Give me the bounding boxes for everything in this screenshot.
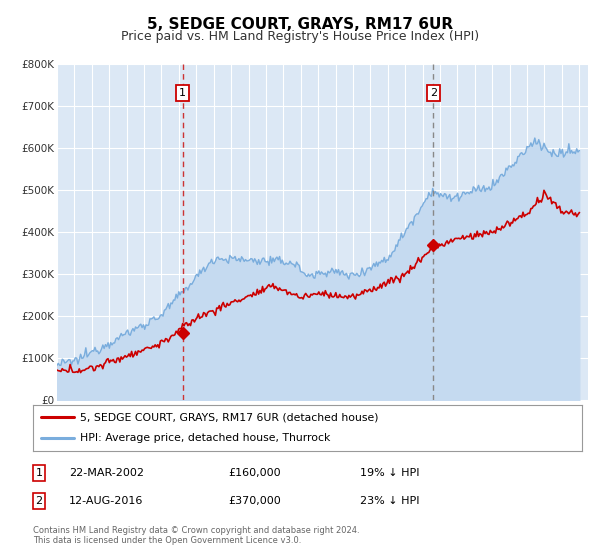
Text: 19% ↓ HPI: 19% ↓ HPI — [360, 468, 419, 478]
Text: 23% ↓ HPI: 23% ↓ HPI — [360, 496, 419, 506]
Text: 2: 2 — [430, 88, 437, 98]
Text: 12-AUG-2016: 12-AUG-2016 — [69, 496, 143, 506]
Text: HPI: Average price, detached house, Thurrock: HPI: Average price, detached house, Thur… — [80, 433, 330, 444]
Text: 5, SEDGE COURT, GRAYS, RM17 6UR (detached house): 5, SEDGE COURT, GRAYS, RM17 6UR (detache… — [80, 412, 378, 422]
Text: Contains HM Land Registry data © Crown copyright and database right 2024.: Contains HM Land Registry data © Crown c… — [33, 526, 359, 535]
Text: Price paid vs. HM Land Registry's House Price Index (HPI): Price paid vs. HM Land Registry's House … — [121, 30, 479, 43]
Text: 2: 2 — [35, 496, 43, 506]
Text: This data is licensed under the Open Government Licence v3.0.: This data is licensed under the Open Gov… — [33, 536, 301, 545]
Text: 22-MAR-2002: 22-MAR-2002 — [69, 468, 144, 478]
Text: 1: 1 — [179, 88, 186, 98]
Text: £370,000: £370,000 — [228, 496, 281, 506]
Text: £160,000: £160,000 — [228, 468, 281, 478]
Text: 5, SEDGE COURT, GRAYS, RM17 6UR: 5, SEDGE COURT, GRAYS, RM17 6UR — [147, 17, 453, 32]
Text: 1: 1 — [35, 468, 43, 478]
